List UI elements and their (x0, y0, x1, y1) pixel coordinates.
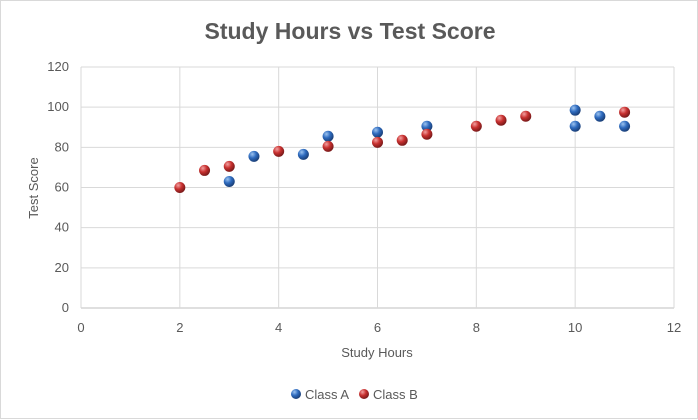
data-point-class-b (199, 164, 211, 176)
y-tick-label: 80 (55, 139, 69, 154)
data-point-class-a (322, 130, 334, 142)
data-point-class-a (619, 120, 631, 132)
data-point-class-b (174, 182, 186, 193)
data-point-class-b (520, 110, 532, 122)
y-tick-label: 0 (62, 300, 69, 315)
data-point-class-a (569, 120, 581, 132)
x-tick-label: 12 (667, 320, 681, 335)
data-point-class-b (223, 160, 235, 172)
data-point-class-a (421, 120, 433, 132)
x-axis-label: Study Hours (341, 345, 413, 360)
data-point-class-b (372, 136, 383, 148)
x-tick-label: 2 (176, 320, 183, 335)
data-point-class-a (223, 175, 235, 187)
data-point-class-b (273, 145, 285, 157)
y-tick-label: 20 (55, 260, 69, 275)
data-point-class-b (322, 140, 334, 152)
data-point-class-a (248, 150, 260, 162)
data-point-class-b (396, 134, 408, 146)
data-point-class-b (495, 114, 507, 126)
legend-label: Class A (305, 387, 349, 402)
legend-marker (291, 389, 301, 399)
y-axis-label: Test Score (26, 157, 41, 218)
y-tick-label: 120 (47, 59, 69, 74)
data-point-class-a (372, 126, 383, 138)
x-tick-label: 8 (473, 320, 480, 335)
chart-title: Study Hours vs Test Score (205, 18, 496, 44)
y-tick-label: 100 (47, 99, 69, 114)
data-point-class-b (619, 106, 631, 118)
data-point-class-a (569, 104, 581, 116)
y-tick-label: 60 (55, 180, 69, 195)
x-tick-label: 10 (568, 320, 582, 335)
data-point-class-a (297, 148, 309, 160)
y-tick-label: 40 (55, 220, 69, 235)
x-tick-label: 4 (275, 320, 282, 335)
data-point-class-b (421, 128, 433, 140)
x-tick-label: 0 (77, 320, 84, 335)
x-tick-label: 6 (374, 320, 381, 335)
data-point-class-a (594, 110, 606, 122)
data-point-class-b (470, 120, 482, 132)
legend-marker (359, 389, 369, 399)
legend-label: Class B (373, 387, 418, 402)
